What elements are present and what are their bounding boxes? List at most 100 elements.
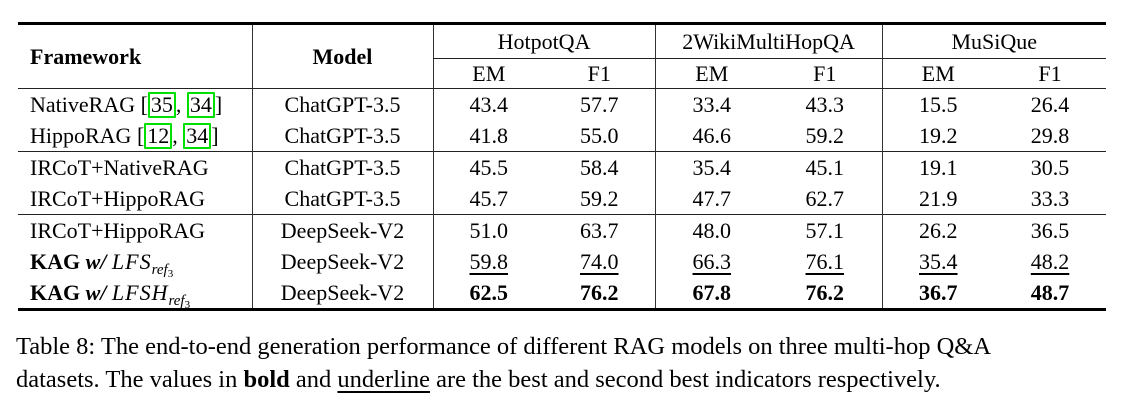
value-cell: 66.3 [654,246,769,277]
kag-label: KAG [30,248,81,274]
caption-line-2: datasets. The values in bold and underli… [16,363,1128,396]
citation-link[interactable]: 34 [183,122,212,149]
value-cell: 59.8 [432,246,544,277]
value-cell: 36.7 [881,277,995,310]
value-cell: 76.2 [580,279,619,305]
results-table-body: NativeRAG [35, 34] ChatGPT-3.5 43.4 57.7 33.… [18,88,1107,311]
value-cell: 57.1 [768,214,883,246]
table-row: NativeRAG [35, 34] ChatGPT-3.5 43.4 57.7 33.… [18,88,1106,120]
framework-cell: IRCoT+NativeRAG [18,151,252,183]
framework-cell: KAG w/ LFSHref3 [18,277,252,311]
col-header-hotpotqa-em: EM [432,58,544,89]
model-cell: ChatGPT-3.5 [251,183,433,215]
value-cell: 35.4 [654,151,769,183]
model-cell: ChatGPT-3.5 [251,120,433,152]
value-cell: 26.4 [1030,91,1070,117]
value-cell: 62.7 [805,185,845,211]
citation-link[interactable]: 35 [147,91,176,118]
framework-cell: NativeRAG [35, 34] [30,91,223,118]
value-cell: 76.2 [805,279,845,305]
value-cell: 76.1 [805,248,845,274]
math-subscript: ref3 [151,261,174,280]
kag-connector: w/ [85,279,107,305]
caption-underline-word: underline [337,366,430,393]
value-cell: 63.7 [544,214,656,246]
value-cell: 45.5 [432,151,544,183]
col-header-2wiki-f1: F1 [768,58,883,89]
citation-link[interactable]: 34 [186,91,215,118]
framework-name: IRCoT+HippoRAG [30,217,205,243]
value-cell: 29.8 [1030,122,1070,148]
value-cell: 67.8 [654,277,769,310]
table-row: IRCoT+NativeRAG ChatGPT-3.5 45.5 58.4 35.4 45… [18,151,1107,183]
table-row: IRCoT+HippoRAG ChatGPT-3.5 45.7 59.2 47.7 62.… [18,183,1106,215]
table-figure: Framework Model HotpotQA 2WikiMultiHopQA… [16,22,1128,396]
value-cell: 45.1 [768,151,883,183]
col-header-musique-f1: F1 [994,58,1107,89]
table-row: IRCoT+HippoRAG DeepSeek-V2 51.0 63.7 48.0 57.… [18,214,1107,246]
value-cell: 55.0 [580,122,619,148]
framework-cell: KAG w/ LFSref3 [18,246,252,280]
framework-cell: HippoRAG [12, 34] [30,122,219,149]
math-variable: LFSH [111,279,169,305]
value-cell: 51.0 [432,214,544,246]
value-cell: 33.3 [1030,185,1070,211]
value-cell: 48.0 [654,214,769,246]
caption-line-1: Table 8: The end-to-end generation perfo… [16,333,992,360]
table-row: HippoRAG [12, 34] ChatGPT-3.5 41.8 55.0 46.6… [18,120,1106,152]
kag-connector: w/ [85,248,107,274]
results-table: Framework Model HotpotQA 2WikiMultiHopQA… [18,22,1107,311]
model-cell: ChatGPT-3.5 [251,151,433,183]
value-cell: 47.7 [654,183,769,215]
citation-link[interactable]: 12 [144,122,173,149]
value-cell: 57.7 [580,91,619,117]
col-group-2wikimultihopqa: 2WikiMultiHopQA [654,23,883,59]
col-header-musique-em: EM [881,58,995,89]
framework-cell: IRCoT+HippoRAG [18,183,252,215]
math-variable: LFS [111,248,152,274]
group-header-row: Framework Model HotpotQA 2WikiMultiHopQA… [18,23,1107,89]
caption-text: are the best and second best indicators … [429,366,941,393]
math-subsubscript: 3 [167,267,174,280]
model-cell: DeepSeek-V2 [251,246,433,277]
math-subscript: ref3 [168,292,191,311]
value-cell: 33.4 [654,88,769,120]
metric-header-row: EM F1 EM F1 EM F1 [18,58,1107,89]
value-cell: 41.8 [432,120,544,152]
value-cell: 19.1 [881,151,995,183]
framework-name: IRCoT+NativeRAG [30,154,209,180]
table-row: KAG w/ LFSref3 DeepSeek-V2 59.8 74.0 66.3 76.… [18,246,1106,280]
value-cell: 74.0 [580,248,619,274]
framework-name: NativeRAG [30,91,136,117]
kag-label: KAG [30,279,81,305]
value-cell: 21.9 [881,183,995,215]
col-header-2wiki-em: EM [654,58,769,89]
value-cell: 45.7 [432,183,544,215]
col-header-framework: Framework [18,23,252,89]
framework-name: HippoRAG [30,122,132,148]
model-cell: ChatGPT-3.5 [251,88,433,120]
math-subsubscript: 3 [184,298,191,311]
value-cell: 62.5 [432,277,544,310]
value-cell: 30.5 [994,151,1107,183]
value-cell: 15.5 [881,88,995,120]
col-group-hotpotqa: HotpotQA [432,23,656,59]
value-cell: 46.6 [654,120,769,152]
framework-name: IRCoT+HippoRAG [30,185,205,211]
table-caption: Table 8: The end-to-end generation perfo… [16,330,1128,396]
caption-text: datasets. The values in [16,366,244,393]
model-cell: DeepSeek-V2 [251,277,433,310]
value-cell: 58.4 [544,151,656,183]
value-cell: 59.2 [805,122,845,148]
value-cell: 48.7 [1030,279,1070,305]
col-header-model: Model [251,23,433,89]
col-header-hotpotqa-f1: F1 [544,58,656,89]
value-cell: 59.2 [580,185,619,211]
caption-bold-word: bold [243,366,290,393]
table-row: KAG w/ LFSHref3 DeepSeek-V2 62.5 76.2 67.8 76… [18,277,1106,311]
col-group-musique: MuSiQue [881,23,1107,59]
value-cell: 26.2 [881,214,995,246]
value-cell: 43.3 [805,91,845,117]
value-cell: 35.4 [881,246,995,277]
value-cell: 36.5 [994,214,1107,246]
